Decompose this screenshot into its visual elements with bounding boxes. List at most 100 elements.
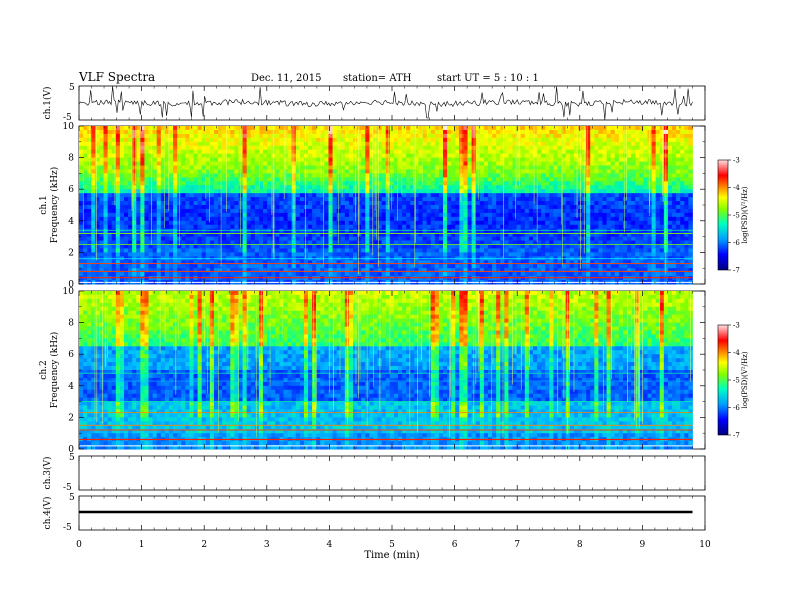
- spectrogram-cell: [128, 165, 133, 170]
- spectrogram-cell: [205, 201, 211, 206]
- spectrogram-cell: [250, 161, 256, 166]
- spectrogram-cell: [516, 185, 522, 190]
- spectrogram-cell: [324, 126, 329, 131]
- spectrogram-cell: [422, 232, 428, 237]
- spectrogram-cell: [492, 126, 497, 131]
- spectrogram-cell: [573, 205, 579, 210]
- spectrogram-cell: [79, 157, 84, 162]
- spectrogram-cell: [83, 169, 88, 174]
- spectrogram-cell: [258, 272, 264, 277]
- spectrogram-cell: [459, 216, 464, 222]
- spectrogram-cell: [254, 244, 260, 249]
- spectrogram-cell: [586, 185, 591, 190]
- spectrogram-cell: [295, 272, 301, 277]
- spectrogram-cell: [549, 169, 554, 174]
- spectrogram-cell: [140, 169, 145, 174]
- spectrogram-cell: [393, 240, 399, 245]
- spectrogram-cell: [487, 248, 493, 253]
- spectrogram-cell: [569, 169, 575, 174]
- spectrogram-cell: [234, 205, 239, 210]
- spectrogram-cell: [398, 197, 403, 202]
- spectrogram-cell: [123, 169, 129, 174]
- spectrogram-cell: [123, 141, 129, 147]
- spectrogram-cell: [467, 157, 473, 162]
- spectrogram-cell: [451, 181, 456, 186]
- ch1-waveform-panel: 5 -5 ch.1(V): [42, 83, 706, 123]
- spectrogram-cell: [414, 165, 419, 170]
- spectrogram-cell: [123, 220, 129, 226]
- spectrogram-cell: [197, 133, 203, 139]
- spectrogram-cell: [258, 149, 264, 155]
- spectrogram-cell: [471, 272, 477, 277]
- spectrogram-cell: [222, 153, 227, 158]
- spectrogram-cell: [230, 212, 235, 218]
- spectrogram-cell: [369, 248, 374, 253]
- spectrogram-cell: [136, 212, 141, 218]
- spectrogram-cell: [119, 212, 125, 218]
- spectrogram-cell: [545, 193, 550, 198]
- spectrogram-cell: [451, 232, 456, 237]
- spectrogram-cell: [340, 240, 346, 245]
- spectrogram-cell: [524, 268, 530, 273]
- spectrogram-cell: [279, 264, 284, 269]
- spectrogram-cell: [451, 173, 456, 178]
- spectrogram-cell: [267, 240, 272, 245]
- spectrogram-cell: [340, 133, 346, 139]
- spectrogram-cell: [512, 161, 518, 166]
- spectrogram-cell: [328, 197, 333, 202]
- spectrogram-cell: [156, 161, 162, 166]
- spectrogram-cell: [275, 201, 280, 206]
- spectrogram-cell: [553, 189, 558, 194]
- spectrogram-cell: [320, 260, 325, 265]
- spectrogram-cell: [418, 181, 423, 186]
- spectrogram-cell: [508, 177, 513, 182]
- spectrogram-cell: [422, 272, 428, 277]
- spectrogram-cell: [312, 205, 317, 210]
- spectrogram-cell: [164, 264, 170, 269]
- spectrogram-cell: [271, 244, 276, 249]
- spectrogram-cell: [459, 208, 464, 214]
- spectrogram-cell: [189, 260, 194, 265]
- spectrogram-cell: [107, 264, 113, 269]
- spectrogram-cell: [545, 149, 550, 155]
- spectrogram-cell: [528, 232, 534, 237]
- spectrogram-cell: [250, 224, 256, 230]
- spectrogram-cell: [512, 232, 518, 237]
- spectrogram-cell: [95, 224, 100, 230]
- spectrogram-cell: [250, 181, 256, 186]
- spectrogram-cell: [99, 141, 104, 147]
- spectrogram-cell: [459, 161, 464, 166]
- spectrogram-cell: [250, 236, 256, 241]
- spectrogram-cell: [312, 208, 317, 214]
- spectrogram-cell: [398, 133, 403, 139]
- spectrogram-cell: [148, 145, 154, 151]
- spectrogram-cell: [344, 126, 350, 131]
- spectrogram-cell: [406, 197, 411, 202]
- spectrogram-cell: [508, 264, 513, 269]
- spectrogram-cell: [496, 236, 501, 241]
- spectrogram-cell: [148, 185, 154, 190]
- spectrogram-cell: [512, 145, 518, 151]
- spectrogram-cell: [500, 224, 505, 230]
- spectrogram-cell: [287, 169, 293, 174]
- spectrogram-cell: [528, 181, 534, 186]
- spectrogram-cell: [365, 224, 370, 230]
- spectrogram-cell: [569, 126, 575, 131]
- spectrogram-cell: [377, 153, 383, 158]
- spectrogram-cell: [246, 145, 252, 151]
- spectrogram-cell: [160, 240, 166, 245]
- spectrogram-cell: [91, 137, 96, 143]
- spectrogram-cell: [426, 268, 432, 273]
- spectrogram-cell: [91, 236, 96, 241]
- spectrogram-cell: [160, 228, 166, 234]
- spectrogram-cell: [418, 157, 423, 162]
- spectrogram-cell: [430, 169, 436, 174]
- spectrogram-cell: [271, 169, 276, 174]
- spectrogram-cell: [348, 157, 354, 162]
- spectrogram-cell: [348, 244, 354, 249]
- spectrogram-cell: [467, 252, 473, 257]
- spectrogram-cell: [537, 224, 542, 230]
- spectrogram-cell: [520, 169, 526, 174]
- spectrogram-cell: [144, 224, 149, 230]
- spectrogram-cell: [569, 161, 575, 166]
